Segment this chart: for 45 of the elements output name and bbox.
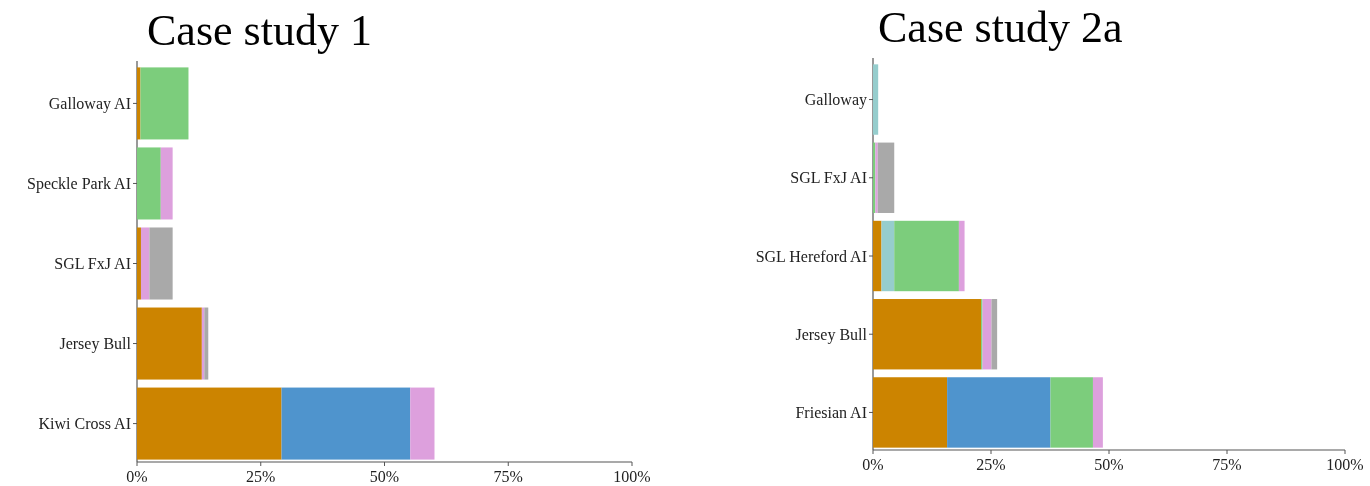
y-tick-label: SGL FxJ AI [54, 255, 131, 273]
x-tick-label: 100% [1326, 456, 1364, 473]
bar [873, 377, 948, 448]
bar [1092, 377, 1103, 448]
bar [947, 377, 1051, 448]
bar [140, 227, 150, 300]
bar [137, 227, 141, 300]
x-tick-label: 0% [862, 456, 884, 473]
x-tick-label: 75% [493, 468, 523, 485]
x-tick-label: 50% [369, 468, 400, 485]
bar [137, 307, 202, 380]
bar [137, 387, 282, 460]
bar [873, 220, 882, 292]
y-tick-label: SGL FxJ AI [790, 169, 867, 187]
bar [873, 64, 879, 135]
x-tick-label: 75% [1212, 456, 1242, 473]
y-tick-label: Jersey Bull [59, 335, 132, 354]
y-tick-label: Galloway AI [48, 95, 131, 114]
bar [410, 387, 435, 460]
bar [873, 299, 982, 370]
y-tick-label: Galloway [804, 91, 867, 110]
x-tick-label: 25% [976, 456, 1006, 473]
bar [1050, 377, 1093, 448]
bar [877, 142, 895, 213]
bar [160, 147, 173, 220]
bar [204, 307, 209, 380]
y-tick-label: SGL Hereford AI [755, 247, 867, 265]
bar [958, 220, 965, 292]
x-tick-label: 0% [126, 468, 148, 485]
bar [894, 220, 959, 292]
bar [281, 387, 411, 460]
bar [140, 67, 189, 140]
bar [881, 220, 895, 292]
chart-title: Case study 1 [147, 6, 372, 55]
bar [137, 147, 161, 220]
y-tick-label: Jersey Bull [795, 325, 868, 344]
y-tick-label: Friesian AI [795, 404, 867, 422]
y-tick-label: Speckle Park AI [27, 175, 131, 194]
x-tick-label: 50% [1094, 456, 1124, 473]
y-tick-label: Kiwi Cross AI [38, 415, 131, 433]
x-tick-label: 100% [613, 468, 651, 485]
bar [991, 299, 998, 370]
bar [149, 227, 173, 300]
chart-title: Case study 2a [878, 3, 1123, 52]
x-tick-label: 25% [246, 468, 276, 485]
